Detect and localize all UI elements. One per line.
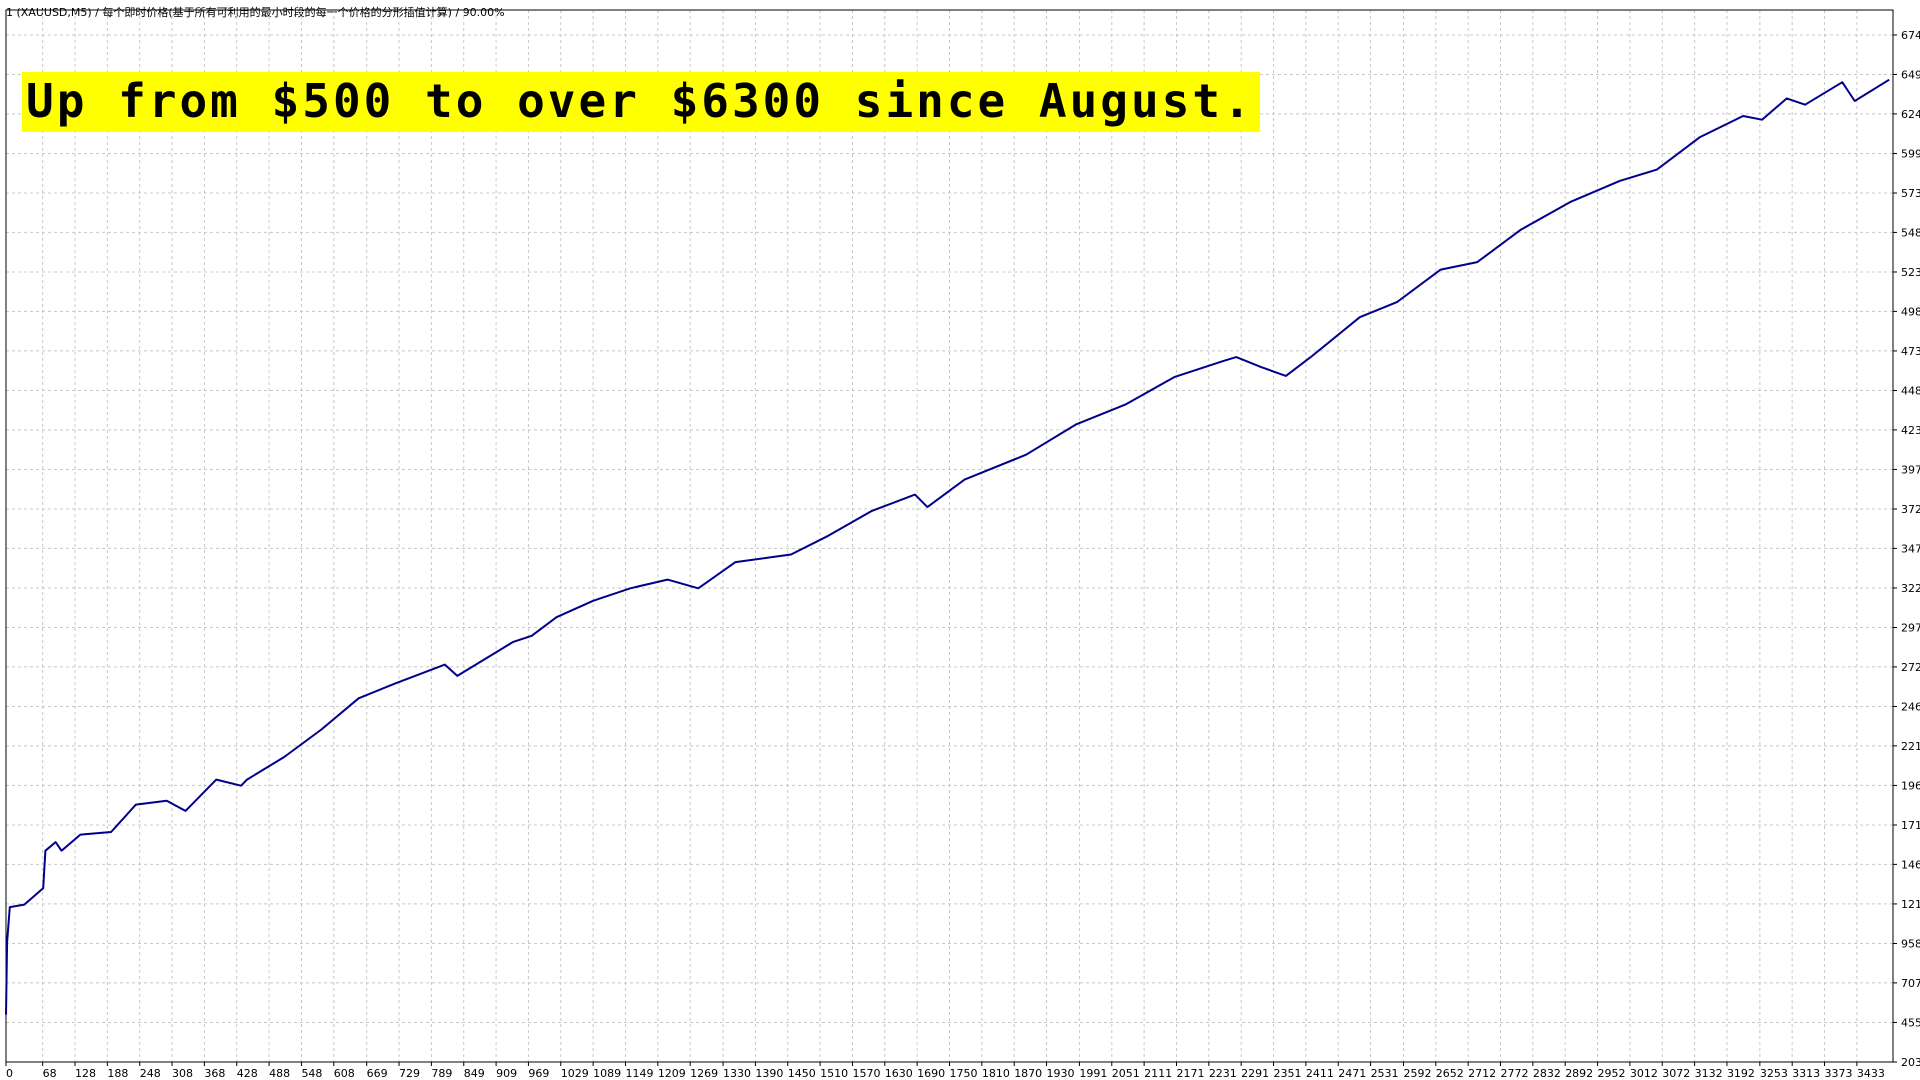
y-tick-label: 1210 xyxy=(1901,898,1920,911)
y-tick-label: 5488 xyxy=(1901,226,1920,239)
x-tick-label: 1991 xyxy=(1079,1067,1107,1080)
x-tick-label: 3253 xyxy=(1760,1067,1788,1080)
x-tick-label: 2652 xyxy=(1436,1067,1464,1080)
x-tick-label: 2592 xyxy=(1403,1067,1431,1080)
annotation: Up from $500 to over $6300 since August. xyxy=(22,72,1260,132)
x-tick-label: 3433 xyxy=(1857,1067,1885,1080)
y-tick-label: 5739 xyxy=(1901,187,1920,200)
plot-frame xyxy=(5,9,1894,1063)
x-tick-label: 1510 xyxy=(820,1067,848,1080)
x-tick-label: 128 xyxy=(75,1067,96,1080)
y-tick-label: 3978 xyxy=(1901,463,1920,476)
equity-line xyxy=(5,78,1890,1015)
x-tick-label: 2411 xyxy=(1306,1067,1334,1080)
x-tick-label: 188 xyxy=(107,1067,128,1080)
x-tick-label: 428 xyxy=(237,1067,258,1080)
x-tick-label: 2051 xyxy=(1112,1067,1140,1080)
y-tick-label: 707 xyxy=(1901,977,1920,990)
x-tick-label: 3313 xyxy=(1792,1067,1820,1080)
x-tick-label: 1209 xyxy=(658,1067,686,1080)
x-tick-label: 909 xyxy=(496,1067,517,1080)
x-tick-label: 2291 xyxy=(1241,1067,1269,1080)
x-tick-label: 2712 xyxy=(1468,1067,1496,1080)
x-tick-label: 1750 xyxy=(950,1067,978,1080)
x-tick-label: 308 xyxy=(172,1067,193,1080)
x-tick-label: 3132 xyxy=(1695,1067,1723,1080)
y-tick-label: 2217 xyxy=(1901,740,1920,753)
y-tick-label: 1713 xyxy=(1901,819,1920,832)
x-tick-label: 1390 xyxy=(755,1067,783,1080)
x-tick-label: 1089 xyxy=(593,1067,621,1080)
y-tick-label: 5236 xyxy=(1901,266,1920,279)
x-tick-label: 849 xyxy=(464,1067,485,1080)
y-tick-label: 2971 xyxy=(1901,622,1920,635)
x-tick-label: 2231 xyxy=(1209,1067,1237,1080)
x-tick-label: 548 xyxy=(301,1067,322,1080)
y-tick-label: 3475 xyxy=(1901,542,1920,555)
x-tick-label: 1930 xyxy=(1047,1067,1075,1080)
y-tick-label: 4733 xyxy=(1901,345,1920,358)
x-tick-label: 2471 xyxy=(1338,1067,1366,1080)
x-tick-label: 2531 xyxy=(1371,1067,1399,1080)
y-tick-label: 958 xyxy=(1901,937,1920,950)
y-tick-label: 5991 xyxy=(1901,147,1920,160)
x-tick-label: 2952 xyxy=(1598,1067,1626,1080)
x-tick-label: 2111 xyxy=(1144,1067,1172,1080)
x-tick-label: 2772 xyxy=(1501,1067,1529,1080)
x-tick-label: 1690 xyxy=(917,1067,945,1080)
x-tick-label: 68 xyxy=(43,1067,57,1080)
chart-title: 1 (XAUUSD,M5) / 每个即时价格(基于所有可利用的最小时段的每一个价… xyxy=(6,5,505,19)
y-tick-label: 3726 xyxy=(1901,503,1920,516)
x-tick-label: 3192 xyxy=(1727,1067,1755,1080)
y-tick-label: 4230 xyxy=(1901,424,1920,437)
y-tick-label: 4481 xyxy=(1901,384,1920,397)
y-tick-label: 1965 xyxy=(1901,779,1920,792)
x-tick-label: 608 xyxy=(334,1067,355,1080)
x-tick-label: 1810 xyxy=(982,1067,1010,1080)
x-tick-label: 1630 xyxy=(885,1067,913,1080)
x-tick-label: 969 xyxy=(528,1067,549,1080)
x-tick-label: 789 xyxy=(431,1067,452,1080)
x-tick-label: 0 xyxy=(6,1067,13,1080)
x-tick-label: 1269 xyxy=(690,1067,718,1080)
x-tick-label: 488 xyxy=(269,1067,290,1080)
y-tick-label: 203 xyxy=(1901,1056,1920,1069)
x-tick-label: 1029 xyxy=(561,1067,589,1080)
y-tick-label: 1462 xyxy=(1901,858,1920,871)
x-tick-label: 368 xyxy=(204,1067,225,1080)
x-tick-label: 2351 xyxy=(1274,1067,1302,1080)
y-tick-label: 6494 xyxy=(1901,69,1920,82)
y-tick-label: 6243 xyxy=(1901,108,1920,121)
x-tick-label: 1330 xyxy=(723,1067,751,1080)
x-tick-label: 1149 xyxy=(625,1067,653,1080)
y-tick-label: 6746 xyxy=(1901,29,1920,42)
y-tick-label: 455 xyxy=(1901,1016,1920,1029)
x-tick-label: 248 xyxy=(140,1067,161,1080)
x-tick-label: 1870 xyxy=(1014,1067,1042,1080)
x-tick-label: 1450 xyxy=(788,1067,816,1080)
x-tick-label: 2171 xyxy=(1176,1067,1204,1080)
x-tick-label: 1570 xyxy=(852,1067,880,1080)
x-tick-label: 3012 xyxy=(1630,1067,1658,1080)
x-tick-label: 2892 xyxy=(1565,1067,1593,1080)
x-tick-label: 2832 xyxy=(1533,1067,1561,1080)
x-tick-label: 669 xyxy=(367,1067,388,1080)
y-tick-label: 2468 xyxy=(1901,700,1920,713)
x-tick-label: 729 xyxy=(399,1067,420,1080)
x-tick-label: 3373 xyxy=(1825,1067,1853,1080)
x-tick-label: 3072 xyxy=(1662,1067,1690,1080)
y-tick-label: 2720 xyxy=(1901,661,1920,674)
